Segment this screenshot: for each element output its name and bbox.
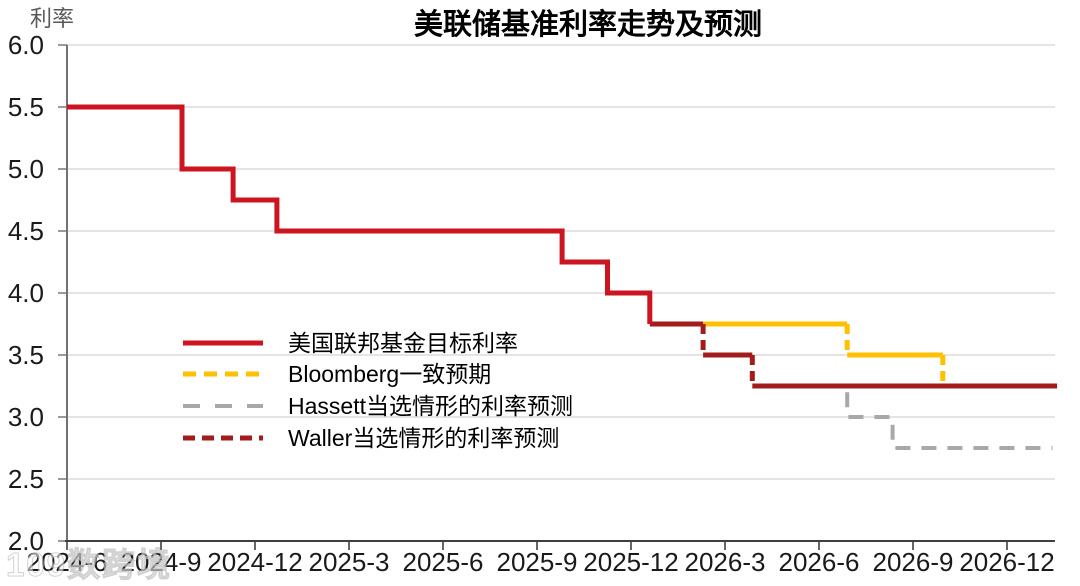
y-tick-label: 2.5 <box>8 464 44 494</box>
y-tick-label: 3.5 <box>8 340 44 370</box>
legend-label-bloomberg-consensus: Bloomberg一致预期 <box>288 361 491 387</box>
x-tick-label: 2026-6 <box>779 547 860 577</box>
y-tick-label: 2.0 <box>8 526 44 556</box>
axes-layer <box>58 44 1055 550</box>
x-tick-label: 2026-3 <box>685 547 766 577</box>
y-tick-label: 4.5 <box>8 216 44 246</box>
y-axis-unit-label: 利率 <box>30 6 74 31</box>
x-tick-label: 2026-12 <box>959 547 1054 577</box>
x-tick-label: 2024-9 <box>121 547 202 577</box>
legend-item-bloomberg-consensus: Bloomberg一致预期 <box>183 361 491 387</box>
legend-label-waller-scenario: Waller当选情形的利率预测 <box>288 425 559 451</box>
x-tick-label: 2025-9 <box>497 547 578 577</box>
legend-label-fed-funds-target: 美国联邦基金目标利率 <box>288 330 518 356</box>
chart-title: 美联储基准利率走势及预测 <box>414 7 762 41</box>
y-tick-label: 5.0 <box>8 154 44 184</box>
watermark: 109数跨境 <box>6 546 172 583</box>
legend-item-waller-scenario: Waller当选情形的利率预测 <box>183 425 559 451</box>
x-tick-label: 2024-6 <box>27 547 108 577</box>
legend-label-hassett-scenario: Hassett当选情形的利率预测 <box>288 393 573 419</box>
legend: 美国联邦基金目标利率 Bloomberg一致预期 Hassett当选情形的利率预测 W… <box>183 330 573 451</box>
y-tick-label: 3.0 <box>8 402 44 432</box>
x-tick-label: 2025-12 <box>583 547 678 577</box>
legend-item-fed-funds-target: 美国联邦基金目标利率 <box>183 330 518 356</box>
series-layer <box>67 104 1058 450</box>
y-tick-label: 4.0 <box>8 278 44 308</box>
series-fed-funds-target-solid <box>67 104 653 324</box>
x-tick-label: 2025-3 <box>309 547 390 577</box>
x-tick-label: 2026-9 <box>873 547 954 577</box>
x-tick-label: 2024-12 <box>207 547 302 577</box>
legend-item-hassett-scenario: Hassett当选情形的利率预测 <box>183 393 573 419</box>
y-tick-label: 6.0 <box>8 30 44 60</box>
y-tick-label: 5.5 <box>8 92 44 122</box>
x-tick-label: 2025-6 <box>403 547 484 577</box>
series-hassett-scenario-dashed <box>845 392 1053 450</box>
